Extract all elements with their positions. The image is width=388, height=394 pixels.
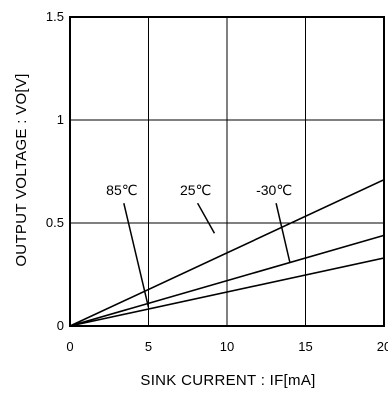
x-tick-label-1: 5: [145, 339, 152, 354]
series-line-1: [69, 234, 385, 327]
annotation-label-1: 25℃: [180, 182, 211, 198]
plot-frame: [69, 16, 385, 327]
annotation-label-2: -30℃: [256, 182, 292, 198]
annotation-leader-0: [123, 203, 150, 308]
y-tick-label-0: 0: [57, 318, 64, 333]
annotation-bg-2: [250, 182, 299, 201]
annotation-bg-1: [171, 182, 220, 201]
annotation-leader-1: [196, 202, 216, 234]
y-tick-label-3: 1.5: [46, 9, 64, 24]
x-tick-label-3: 15: [298, 339, 312, 354]
annotation-label-0: 85℃: [106, 182, 137, 198]
x-tick-label-4: 20: [377, 339, 388, 354]
y-tick-label-2: 1: [57, 112, 64, 127]
y-axis-label: OUTPUT VOLTAGE : VO[V]: [13, 73, 30, 266]
plot-border: [69, 16, 385, 327]
x-axis-label: SINK CURRENT : IF[mA]: [140, 372, 315, 389]
x-tick-label-0: 0: [66, 339, 73, 354]
series-line-2: [69, 257, 385, 327]
series-annotations: 85℃ 25℃ -30℃: [97, 182, 299, 308]
y-tick-label-1: 0.5: [46, 215, 64, 230]
x-tick-label-2: 10: [220, 339, 234, 354]
annotation-leader-2: [275, 203, 291, 263]
series-line-0: [69, 179, 385, 327]
grid: [70, 17, 384, 326]
series-lines: [69, 179, 385, 327]
tick-labels: 0 5 10 15 20 0 0.5 1 1.5: [46, 9, 388, 354]
annotation-bg-0: [97, 182, 146, 201]
